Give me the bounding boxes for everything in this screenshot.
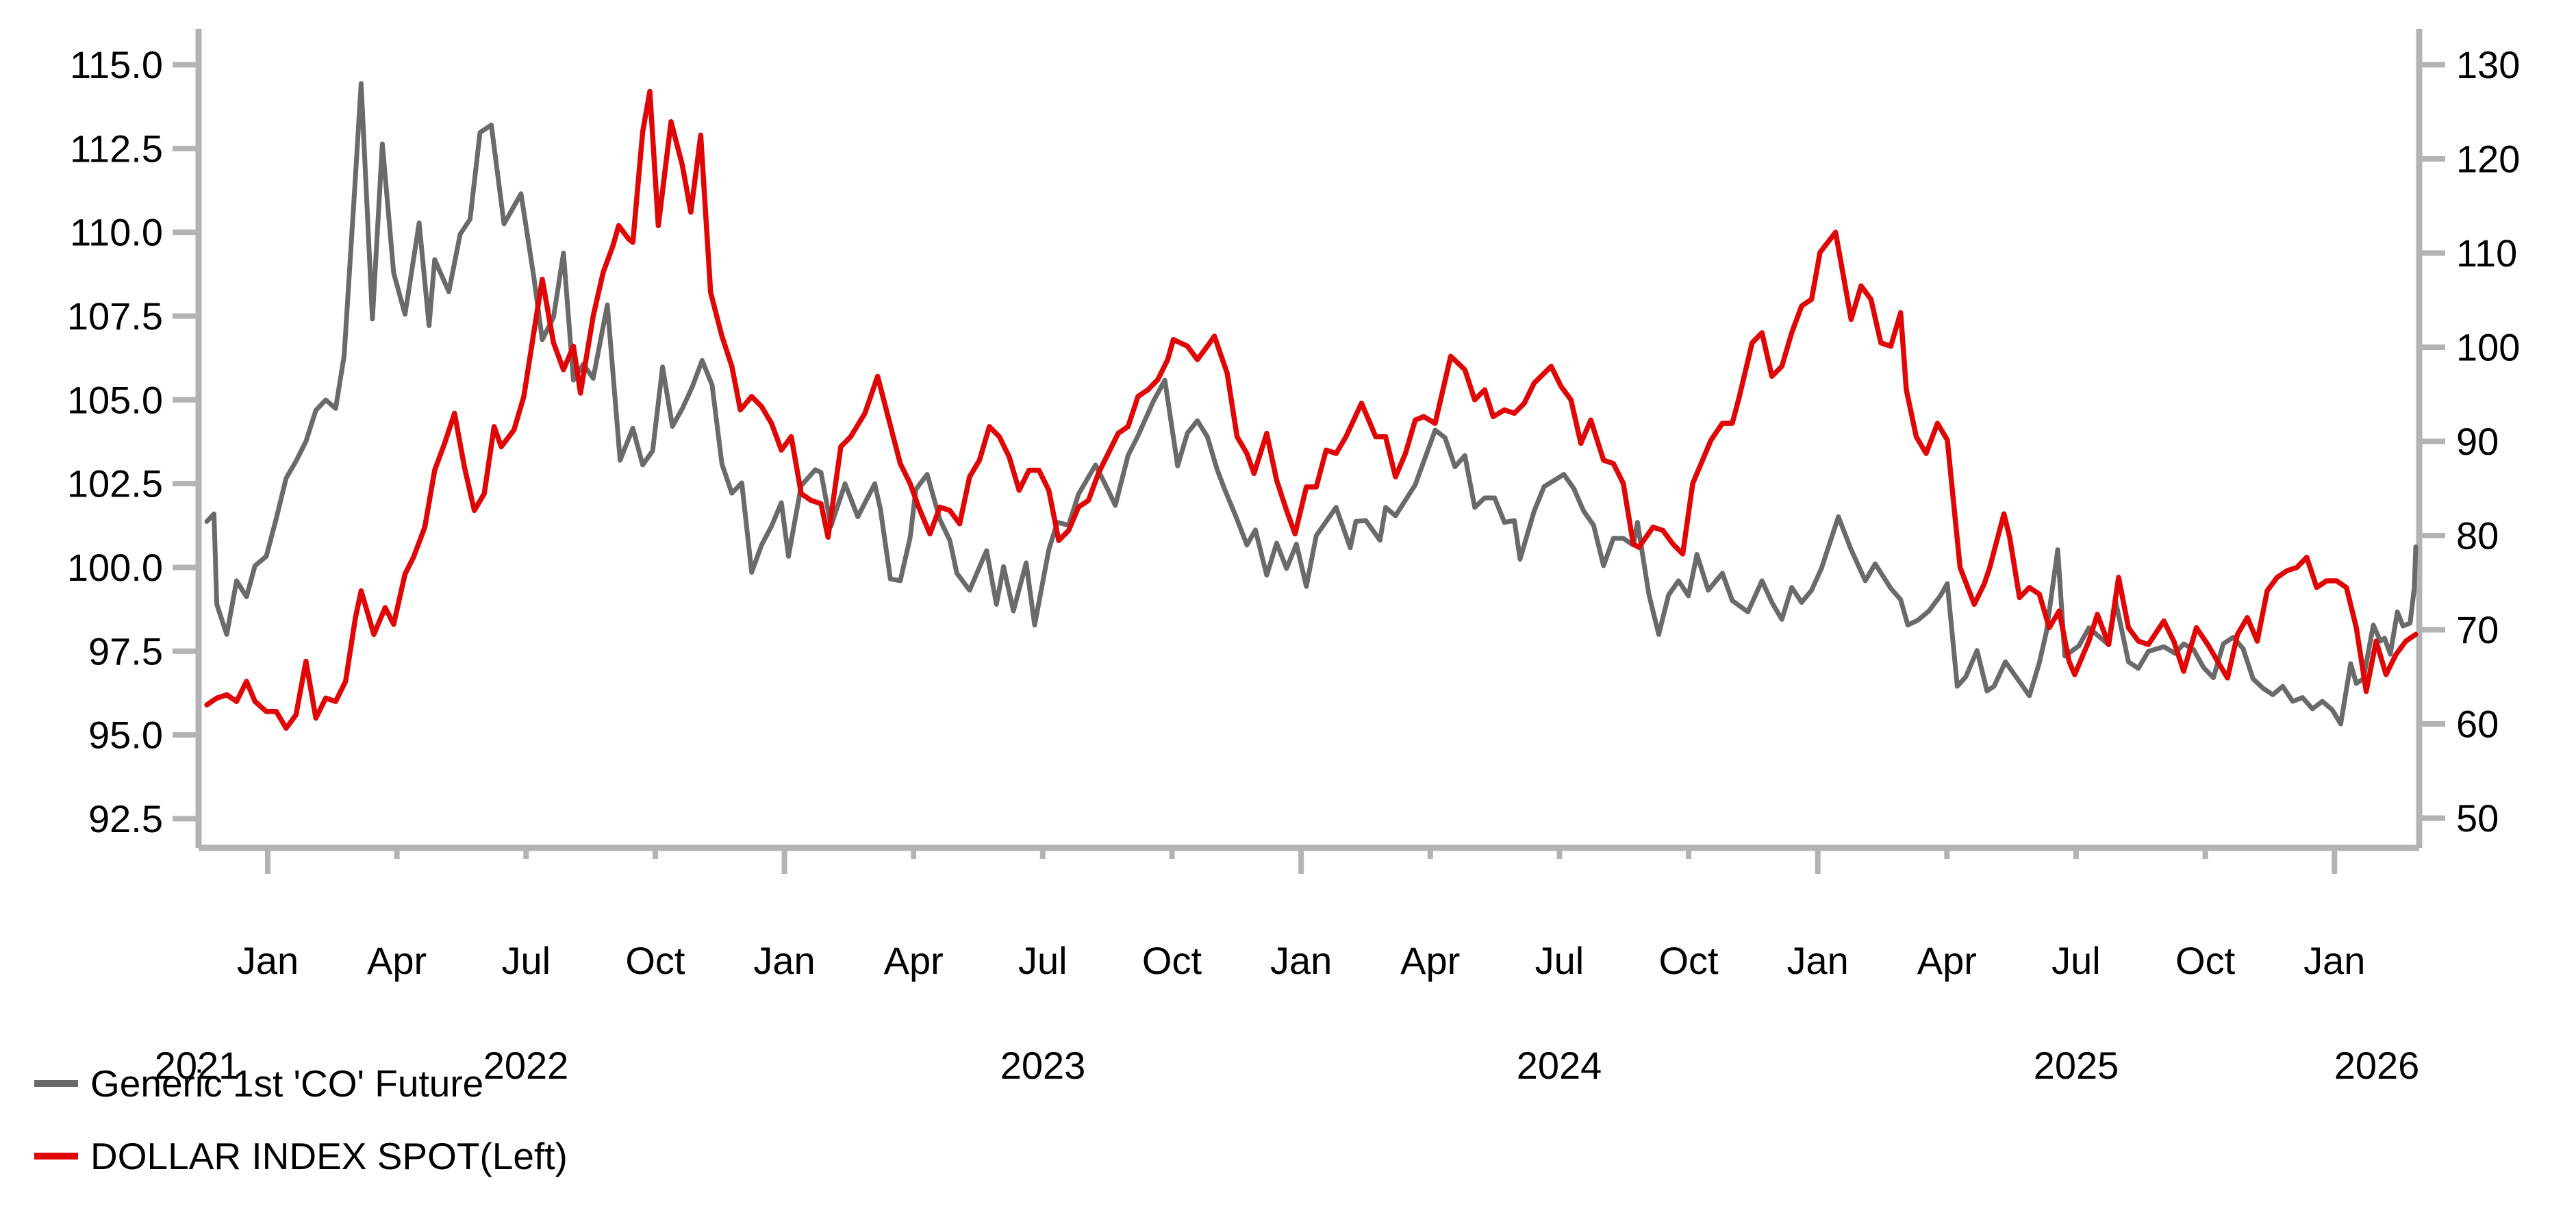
x-axis-year-label: 2021	[155, 1044, 240, 1087]
axis-tick-labels: 115.0 112.5 110.0 107.5 105.0 102.5 100.0 97.5 9…	[67, 43, 2521, 1087]
left-axis-tick-label: 107.5	[67, 295, 163, 338]
x-axis-month-label: Jul	[2051, 939, 2101, 982]
x-axis-month-label: Oct	[1658, 939, 1719, 982]
right-axis-tick-label: 130	[2456, 43, 2520, 86]
left-axis-tick-label: 112.5	[70, 127, 163, 170]
x-axis-month-label: Jul	[1535, 939, 1584, 982]
legend: Generic 1st 'CO' Future DOLLAR INDEX SPO…	[34, 1062, 568, 1177]
left-axis-tick-label: 102.5	[67, 462, 163, 505]
right-axis-tick-label: 100	[2456, 326, 2520, 369]
brent-future-line	[204, 81, 2419, 727]
axes	[195, 29, 2423, 851]
x-axis-month-label: Apr	[884, 939, 944, 982]
x-axis-month-label: Jan	[237, 939, 299, 982]
left-axis-tick-label: 105.0	[67, 378, 163, 421]
x-axis-year-label: 2023	[1000, 1044, 1086, 1087]
x-axis-year-label: 2024	[1517, 1044, 1602, 1087]
left-axis-tick-label: 95.0	[88, 714, 163, 757]
x-axis-year-label: 2025	[2034, 1044, 2119, 1087]
dxy-legend-label: DOLLAR INDEX SPOT(Left)	[90, 1135, 568, 1177]
x-axis-month-label: Apr	[1400, 939, 1460, 982]
x-axis-month-label: Jan	[2303, 939, 2365, 982]
x-axis-month-label: Apr	[1917, 939, 1977, 982]
dollar-index-line	[204, 88, 2419, 731]
right-axis-tick-label: 50	[2456, 797, 2499, 840]
right-axis-tick-label: 90	[2456, 420, 2499, 463]
right-axis-tick-label: 80	[2456, 514, 2499, 557]
left-axis-tick-label: 100.0	[67, 546, 163, 589]
brent-legend-label: Generic 1st 'CO' Future	[90, 1062, 483, 1105]
x-axis-year-label: 2026	[2334, 1044, 2420, 1087]
x-axis-month-label: Jan	[753, 939, 815, 982]
x-axis-month-label: Jan	[1787, 939, 1849, 982]
left-axis-tick-label: 92.5	[88, 797, 163, 840]
right-axis-tick-label: 70	[2456, 608, 2499, 651]
series-lines	[204, 81, 2419, 731]
x-axis-month-label: Oct	[625, 939, 685, 982]
right-axis-tick-label: 110	[2456, 231, 2517, 275]
x-axis-month-label: Jul	[1018, 939, 1068, 982]
left-axis-tick-label: 97.5	[88, 629, 163, 673]
right-axis-tick-label: 120	[2456, 138, 2520, 181]
axis-ticks	[173, 62, 2445, 874]
x-axis-month-label: Jul	[501, 939, 551, 982]
x-axis-year-label: 2022	[483, 1044, 569, 1087]
x-axis-month-label: Jan	[1270, 939, 1332, 982]
x-axis-month-label: Oct	[2175, 939, 2236, 982]
x-axis-month-label: Oct	[1142, 939, 1202, 982]
right-axis-tick-label: 60	[2456, 703, 2499, 746]
left-axis-tick-label: 110.0	[70, 211, 163, 254]
x-axis-month-label: Apr	[367, 939, 427, 982]
left-axis-tick-label: 115.0	[70, 43, 163, 86]
